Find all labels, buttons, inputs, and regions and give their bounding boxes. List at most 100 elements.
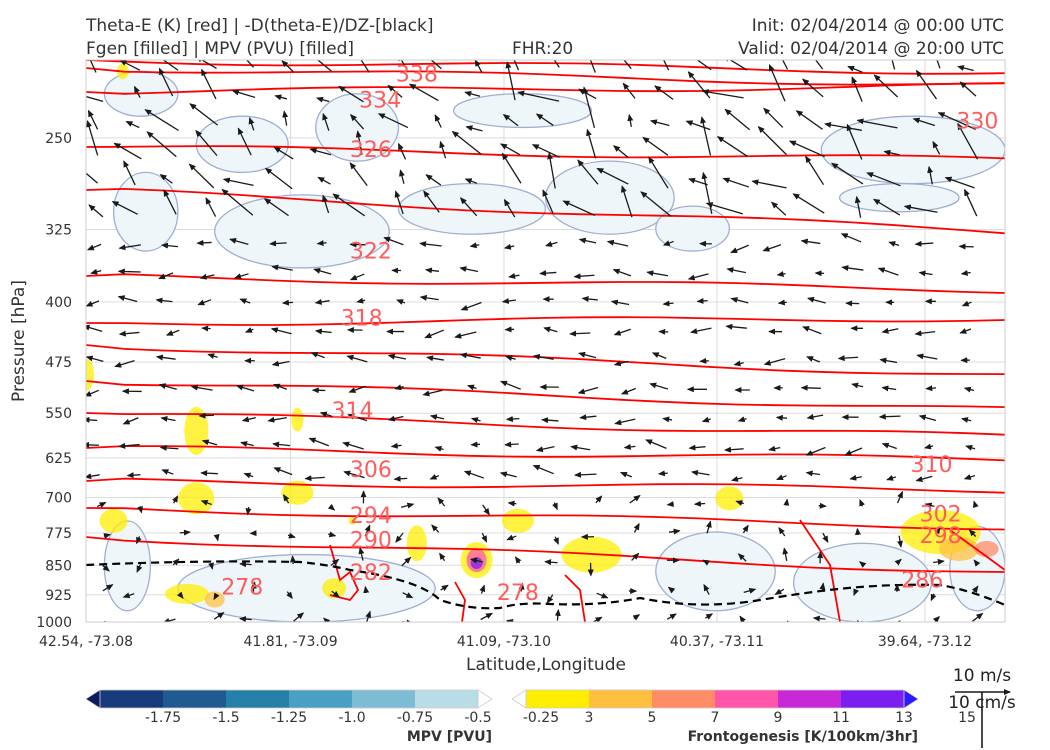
y-tick-label: 850 xyxy=(45,558,72,574)
wind-vector xyxy=(304,475,325,482)
wind-vector xyxy=(883,149,900,156)
y-tick-label: 250 xyxy=(45,131,72,147)
colorbar-tick-label: -0.25 xyxy=(523,710,559,726)
wind-vector xyxy=(545,241,558,247)
theta-e-contour xyxy=(86,145,1005,160)
wind-vector xyxy=(730,297,749,304)
wind-vector xyxy=(479,584,486,594)
wind-vector xyxy=(532,464,554,475)
wind-vector xyxy=(355,130,363,155)
wind-vector xyxy=(666,613,677,620)
wind-vector xyxy=(595,495,603,504)
wind-vector xyxy=(162,618,176,622)
mpv-region xyxy=(315,93,400,162)
wind-vector xyxy=(500,380,521,390)
wind-vector xyxy=(158,272,174,280)
wind-vector xyxy=(546,594,554,604)
wind-vector xyxy=(851,76,863,102)
wind-vector xyxy=(86,95,104,102)
mpv-region xyxy=(452,93,593,129)
wind-vector xyxy=(788,140,825,158)
wind-vector xyxy=(737,416,747,423)
wind-vector xyxy=(273,467,293,476)
theta-e-label: 294 xyxy=(350,504,392,529)
wind-vector xyxy=(614,418,636,426)
wind-vector xyxy=(196,239,212,246)
wind-vector xyxy=(482,504,490,516)
wind-vector xyxy=(539,270,557,277)
wind-vector xyxy=(310,352,325,359)
wind-vector xyxy=(426,355,444,362)
wind-vector xyxy=(613,145,629,159)
wind-vector xyxy=(198,412,215,419)
wind-vector xyxy=(505,416,520,423)
wind-vector xyxy=(805,155,825,186)
y-axis-ticks: 250 325 400 475 550 625 700 775 850 925 1000 xyxy=(36,131,72,631)
wind-vector xyxy=(574,471,597,478)
theta-e-label: 290 xyxy=(350,529,392,554)
title-left-2: Fgen [filled] | MPV (PVU) [filled] xyxy=(86,39,354,59)
wind-vector xyxy=(775,414,787,421)
wind-vector xyxy=(190,384,213,391)
wind-vector xyxy=(577,386,599,395)
wind-vector xyxy=(514,556,522,564)
wind-vector xyxy=(879,357,898,364)
wind-vector xyxy=(390,442,402,449)
wind-vector xyxy=(419,294,439,301)
wind-vector xyxy=(136,563,143,573)
wind-vector xyxy=(872,198,901,216)
wind-vector xyxy=(360,60,370,73)
theta-e-contour xyxy=(86,67,1005,86)
wind-vector xyxy=(886,475,897,481)
wind-vector xyxy=(395,532,404,543)
wind-vector xyxy=(399,169,405,184)
wind-vector xyxy=(118,330,140,337)
wind-vector xyxy=(541,417,559,424)
wind-vector xyxy=(912,117,936,127)
title-left-1: Theta-E (K) [red] | -D(theta-E)/DZ-[blac… xyxy=(85,16,434,36)
wind-vector xyxy=(126,472,141,479)
wind-vector xyxy=(454,331,477,339)
wind-vector xyxy=(503,243,515,250)
wind-vector xyxy=(856,118,898,129)
wind-vector xyxy=(535,446,555,453)
wind-vector xyxy=(610,299,630,306)
theta-e-contour xyxy=(86,477,1005,494)
y-tick-label: 700 xyxy=(45,490,72,506)
wind-vector xyxy=(118,244,142,251)
wind-vector xyxy=(501,298,517,304)
colorbar-extend-right xyxy=(903,689,919,709)
wind-vector xyxy=(854,527,861,536)
y-tick-label: 325 xyxy=(45,223,72,239)
colorbar-segment xyxy=(163,690,226,708)
y-axis-label: Pressure [hPa] xyxy=(9,280,29,402)
wind-vector xyxy=(805,470,820,477)
colorbar-tick-label: 15 xyxy=(958,710,976,726)
theta-e-label: 322 xyxy=(350,239,392,264)
wind-vector xyxy=(606,239,629,247)
wind-vector xyxy=(87,109,99,130)
wind-vector xyxy=(451,130,482,155)
wind-vector xyxy=(136,536,142,545)
wind-vector xyxy=(422,389,443,397)
wind-vector xyxy=(469,242,480,249)
wind-vector xyxy=(553,60,560,68)
wind-vector xyxy=(623,60,632,70)
wind-vector xyxy=(620,387,637,395)
wind-vector xyxy=(123,160,136,186)
theta-e-label: 278 xyxy=(497,581,539,606)
colorbar-segment xyxy=(415,690,478,708)
wind-vector xyxy=(777,299,787,306)
wind-vector xyxy=(881,442,897,450)
wind-vector xyxy=(552,502,558,511)
wind-vector xyxy=(878,413,901,420)
y-tick-label: 1000 xyxy=(36,615,72,631)
wind-vector xyxy=(841,265,864,271)
wind-vector xyxy=(645,439,667,450)
colorbar-tick-label: -1.5 xyxy=(212,710,239,726)
fgen-colorbar-label: Frontogenesis [K/100km/3hr] xyxy=(688,729,918,745)
wind-vector xyxy=(356,297,366,304)
wind-vector xyxy=(501,152,522,184)
wind-vector xyxy=(319,411,333,418)
wind-vector xyxy=(159,174,173,184)
